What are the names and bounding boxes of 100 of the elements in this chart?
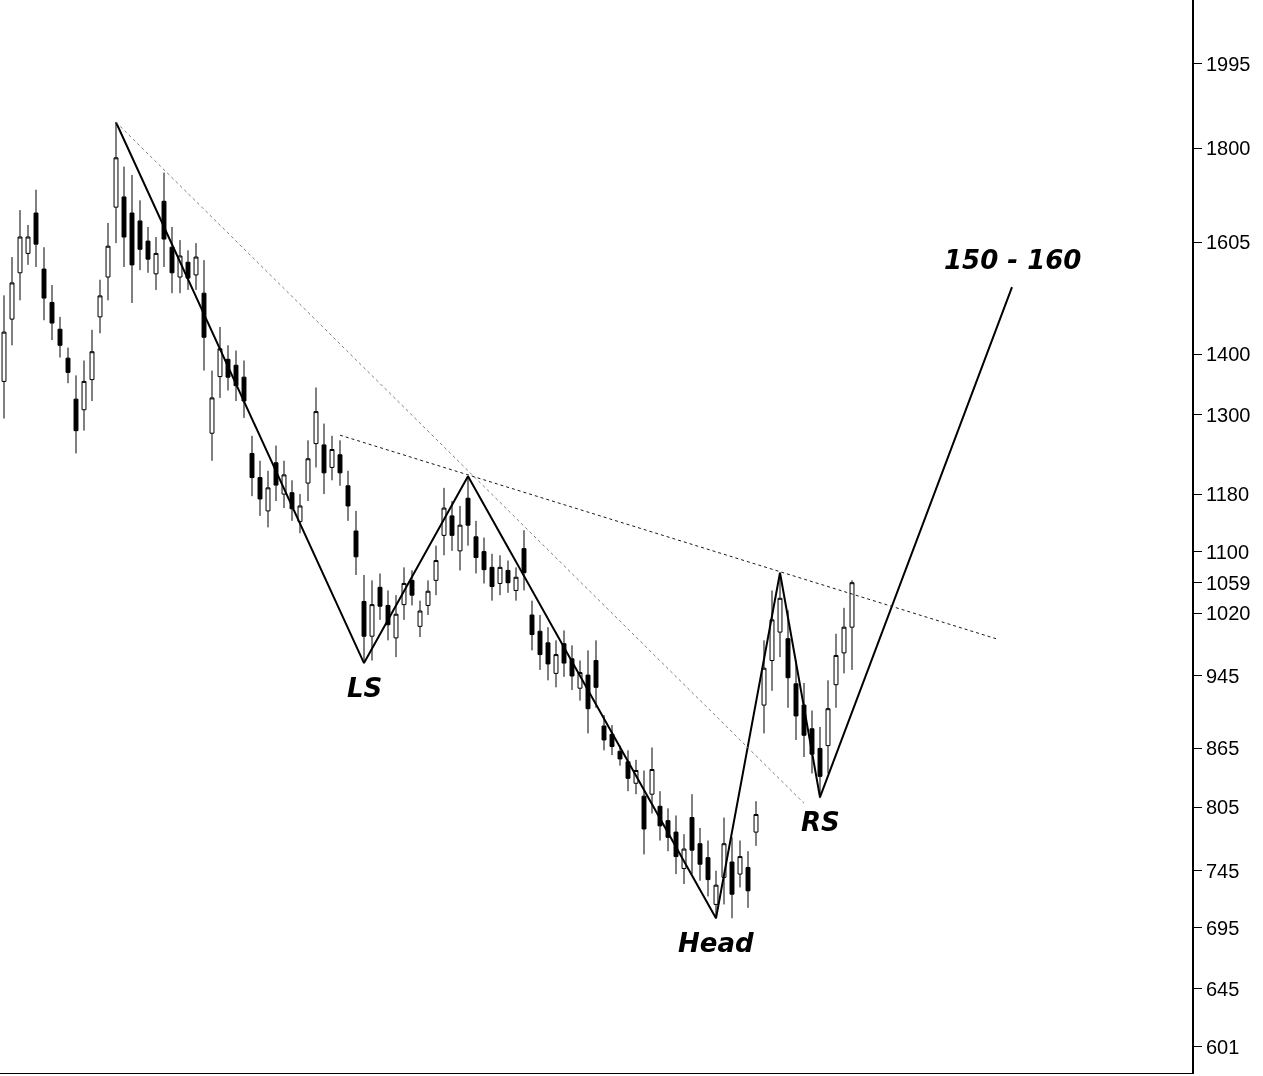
candlestick <box>761 639 767 734</box>
candlestick <box>193 242 199 291</box>
candlestick <box>537 614 543 671</box>
candlestick <box>505 560 511 594</box>
candlestick <box>697 827 703 882</box>
candlestick <box>89 329 95 402</box>
candlestick <box>585 649 591 734</box>
candlestick <box>625 749 631 792</box>
candlestick <box>105 222 111 301</box>
candlestick <box>361 574 367 663</box>
candlestick <box>321 423 327 495</box>
candlestick <box>769 589 775 692</box>
candlestick <box>217 326 223 399</box>
candlestick <box>785 609 791 709</box>
candlestick <box>841 607 847 674</box>
y-tick-label: 645 <box>1206 977 1240 1000</box>
candlestick <box>233 350 239 402</box>
candlestick <box>425 579 431 616</box>
candlestick <box>457 505 463 571</box>
candlestick <box>241 360 247 419</box>
candlestick <box>513 566 519 602</box>
candlestick <box>273 445 279 502</box>
candlestick <box>569 644 575 691</box>
candlestick <box>369 579 375 662</box>
candlestick <box>153 236 159 291</box>
candlestick <box>81 360 87 432</box>
annotation: 150 - 160 <box>944 245 1082 275</box>
candlestick <box>489 553 495 602</box>
candlestick <box>673 814 679 875</box>
candlestick <box>97 279 103 334</box>
y-tick-label: 745 <box>1206 859 1240 882</box>
candlestick <box>745 850 751 909</box>
candlestick <box>377 572 383 621</box>
candlestick <box>409 569 415 606</box>
candlestick <box>265 470 271 528</box>
candlestick <box>753 800 759 847</box>
candlestick <box>185 249 191 291</box>
candlestick <box>641 770 647 855</box>
candlestick <box>73 374 79 454</box>
y-tick-label: 945 <box>1206 664 1240 687</box>
candlestick <box>385 589 391 641</box>
candlestick <box>305 439 311 502</box>
candlestick <box>33 189 39 268</box>
candlestick <box>833 633 839 709</box>
y-tick-label: 805 <box>1206 796 1240 819</box>
candlestick <box>9 256 15 346</box>
candlestick <box>617 745 623 767</box>
candlestick <box>353 510 359 576</box>
candlestick <box>249 435 255 497</box>
candlestick <box>145 226 151 274</box>
candlestick <box>801 682 807 758</box>
y-tick-label: 1020 <box>1206 602 1251 625</box>
candlestick <box>161 172 167 268</box>
candlestick <box>561 629 567 678</box>
candlestick <box>417 600 423 638</box>
candlestick <box>737 840 743 888</box>
candlestick <box>65 347 71 384</box>
y-tick-label: 601 <box>1206 1035 1240 1058</box>
candlestick <box>17 209 23 301</box>
candlestick <box>497 554 503 596</box>
candlestick <box>393 594 399 658</box>
annotation: Head <box>678 928 754 958</box>
y-tick-label: 695 <box>1206 916 1240 939</box>
candlestick <box>473 520 479 574</box>
candlestick <box>609 724 615 756</box>
candlestick <box>849 579 855 671</box>
y-tick-label: 1400 <box>1206 343 1251 366</box>
candlestick <box>313 386 319 468</box>
candlestick <box>657 790 663 842</box>
candlestick <box>465 477 471 547</box>
candlestick <box>593 639 599 709</box>
candlestick <box>329 435 335 481</box>
candlestick <box>825 679 831 774</box>
candlestick <box>521 529 527 591</box>
candlestick <box>257 460 263 517</box>
candlestick <box>481 537 487 584</box>
y-tick-label: 1800 <box>1206 137 1251 160</box>
candlestick <box>553 639 559 688</box>
candlestick <box>649 746 655 814</box>
candlestick <box>25 224 31 266</box>
candlestick <box>689 793 695 875</box>
candlestick <box>337 439 343 487</box>
y-tick-label: 1995 <box>1206 52 1251 75</box>
candlestick <box>169 226 175 294</box>
candlestick <box>545 626 551 681</box>
candlestick <box>57 316 63 359</box>
candlestick <box>433 545 439 596</box>
candlestick <box>665 807 671 852</box>
candlestick <box>817 726 823 799</box>
y-tick-label: 1100 <box>1206 540 1250 563</box>
candlestick <box>297 493 303 534</box>
candlestick <box>345 470 351 522</box>
candlestick <box>601 714 607 751</box>
candlestick <box>49 284 55 341</box>
candlestick <box>129 174 135 304</box>
y-tick-label: 1059 <box>1206 571 1251 594</box>
candlestick <box>121 166 127 268</box>
annotation: RS <box>801 807 840 837</box>
candlestick <box>41 246 47 321</box>
candlestick <box>201 259 207 372</box>
